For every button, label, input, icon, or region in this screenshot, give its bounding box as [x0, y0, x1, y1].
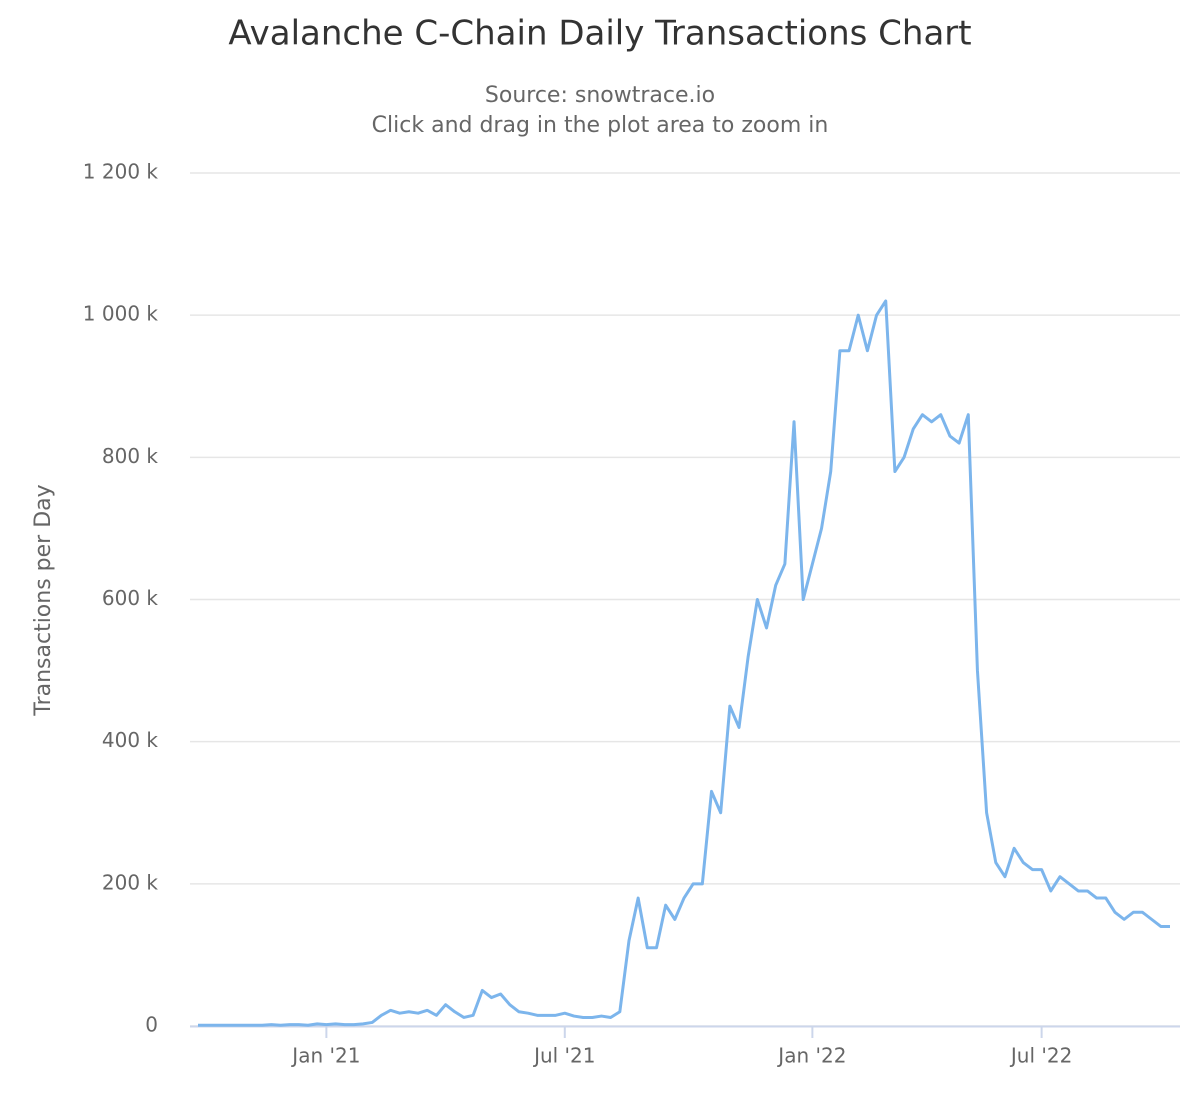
- y-tick-label: 0: [145, 1013, 158, 1037]
- data-line: [198, 299, 1170, 1027]
- chart-title: Avalanche C-Chain Daily Transactions Cha…: [228, 14, 971, 54]
- chart-subtitle: Click and drag in the plot area to zoom …: [372, 113, 829, 138]
- x-tick-label: Jan '22: [776, 1044, 846, 1068]
- x-tick-label: Jul '22: [1009, 1044, 1072, 1068]
- y-tick-label: 1 200 k: [83, 160, 159, 184]
- x-tick-label: Jul '21: [532, 1044, 595, 1068]
- chart-subtitle: Source: snowtrace.io: [485, 83, 715, 108]
- y-axis-title: Transactions per Day: [31, 484, 56, 716]
- y-tick-label: 1 000 k: [83, 302, 159, 326]
- y-tick-label: 600 k: [102, 586, 159, 610]
- y-tick-label: 800 k: [102, 444, 159, 468]
- y-tick-label: 400 k: [102, 728, 159, 752]
- x-tick-label: Jan '21: [290, 1044, 360, 1068]
- y-tick-label: 200 k: [102, 870, 159, 894]
